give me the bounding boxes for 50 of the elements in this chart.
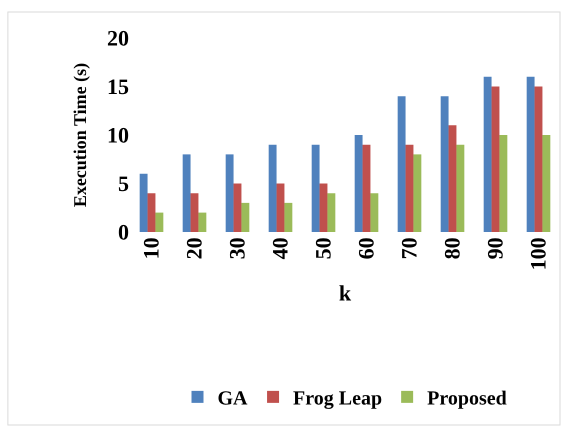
legend-label: GA xyxy=(218,388,248,410)
legend-label: Proposed xyxy=(427,388,507,410)
bar xyxy=(234,184,242,232)
bar xyxy=(448,125,456,232)
x-tick-label: 10 xyxy=(138,237,164,260)
bar xyxy=(413,154,422,232)
y-axis-title: Execution Time (s) xyxy=(70,62,90,208)
bar xyxy=(182,154,191,232)
bar xyxy=(492,86,500,232)
x-tick-label: 90 xyxy=(482,237,508,260)
bar xyxy=(526,76,535,232)
bar xyxy=(140,174,148,232)
bar xyxy=(312,144,320,232)
bar xyxy=(268,144,277,232)
x-tick-label: 80 xyxy=(440,237,465,260)
bar xyxy=(320,184,328,232)
bar xyxy=(226,154,234,232)
bar xyxy=(198,212,206,232)
bar xyxy=(542,135,550,232)
bar xyxy=(370,193,378,232)
x-tick-label: 20 xyxy=(182,237,207,260)
bar xyxy=(406,144,414,232)
bar xyxy=(284,202,292,232)
y-tick-label: 0 xyxy=(118,220,129,245)
y-tick-label: 10 xyxy=(107,122,129,148)
bar xyxy=(148,193,156,232)
bar xyxy=(354,135,363,232)
y-tick-label: 5 xyxy=(118,171,129,196)
x-tick-label: 40 xyxy=(268,237,293,260)
bar xyxy=(534,86,542,232)
bar xyxy=(327,193,336,232)
bar xyxy=(398,96,406,232)
bar xyxy=(456,144,464,232)
x-tick-label: 100 xyxy=(526,237,551,270)
bar xyxy=(276,184,284,232)
y-tick-label: 20 xyxy=(107,26,129,51)
bar xyxy=(499,135,508,232)
bar xyxy=(155,212,164,232)
x-tick-label: 60 xyxy=(354,237,379,260)
bar xyxy=(190,193,198,232)
bar xyxy=(440,96,449,232)
x-tick-label: 30 xyxy=(224,237,250,260)
x-axis-title: k xyxy=(338,280,352,306)
x-tick-label: 70 xyxy=(396,237,422,260)
bar xyxy=(484,76,492,232)
bar xyxy=(362,144,370,232)
x-tick-label: 50 xyxy=(310,237,336,260)
y-tick-label: 15 xyxy=(107,74,129,100)
bar xyxy=(241,202,250,232)
legend-label: Frog Leap xyxy=(293,388,382,410)
